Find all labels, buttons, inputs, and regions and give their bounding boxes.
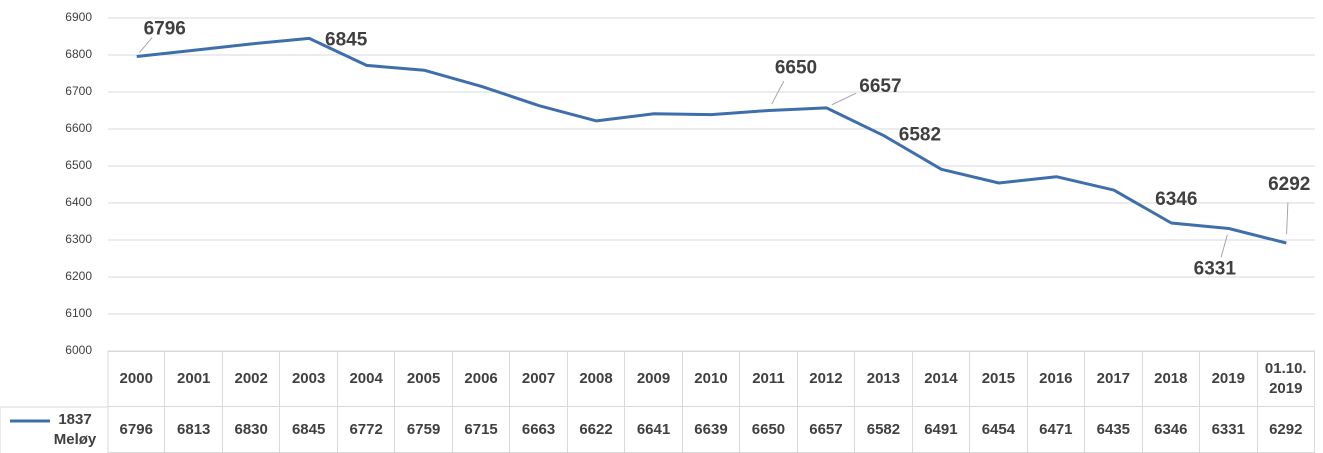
y-tick-label: 6400 xyxy=(65,195,92,209)
table-header: 2015 xyxy=(970,351,1028,407)
table-header: 2010 xyxy=(682,351,741,407)
table-value: 6663 xyxy=(510,407,568,453)
data-label: 6346 xyxy=(1155,189,1197,210)
table-value: 6471 xyxy=(1027,407,1086,453)
table-value: 6331 xyxy=(1200,407,1258,453)
table-value: 6650 xyxy=(740,407,798,453)
table-header: 2006 xyxy=(452,351,511,407)
data-label: 6796 xyxy=(144,18,186,39)
table-value: 6759 xyxy=(395,407,453,453)
table-header: 2011 xyxy=(740,351,798,407)
data-label: 6650 xyxy=(775,58,817,79)
table-header: 2003 xyxy=(280,351,338,407)
y-tick-label: 6500 xyxy=(65,158,92,172)
y-tick-label: 6300 xyxy=(65,232,92,246)
table-value: 6346 xyxy=(1142,407,1201,453)
table-value: 6715 xyxy=(452,407,511,453)
table-value: 6830 xyxy=(222,407,281,453)
leader-line xyxy=(771,80,785,105)
y-tick-label: 6000 xyxy=(65,343,92,357)
table-value: 6491 xyxy=(912,407,971,453)
leader-line xyxy=(139,37,153,53)
table-value: 6582 xyxy=(855,407,913,453)
table-header: 2009 xyxy=(625,351,683,407)
y-tick-label: 6100 xyxy=(65,306,92,320)
table-header: 2007 xyxy=(510,351,568,407)
table-value: 6622 xyxy=(567,407,626,453)
table-value: 6772 xyxy=(337,407,396,453)
table-header: 2019 xyxy=(1200,351,1258,407)
table-header: 2002 xyxy=(222,351,281,407)
table-header: 2013 xyxy=(855,351,913,407)
table-header: 2008 xyxy=(567,351,626,407)
table-value: 6435 xyxy=(1085,407,1143,453)
table-header: 2000 xyxy=(108,351,166,407)
table-value: 6813 xyxy=(165,407,223,453)
table-header: 2014 xyxy=(912,351,971,407)
leader-line xyxy=(1220,234,1228,258)
table-header: 2001 xyxy=(165,351,223,407)
table-header: 2005 xyxy=(395,351,453,407)
table-value: 6657 xyxy=(797,407,856,453)
data-label: 6845 xyxy=(325,29,368,50)
table-value: 6292 xyxy=(1257,407,1315,453)
y-tick-label: 6200 xyxy=(65,269,92,283)
table-value: 6454 xyxy=(970,407,1028,453)
table-header: 2016 xyxy=(1027,351,1086,407)
y-tick-label: 6800 xyxy=(65,47,92,61)
table-value: 6845 xyxy=(280,407,338,453)
table-value: 6796 xyxy=(108,407,166,453)
y-tick-label: 6600 xyxy=(65,121,92,135)
y-tick-label: 6900 xyxy=(65,10,92,24)
series-line xyxy=(136,36,1287,245)
data-label: 6331 xyxy=(1194,259,1237,280)
data-label: 6657 xyxy=(859,76,901,97)
table-header: 2004 xyxy=(337,351,396,407)
leader-line xyxy=(1286,202,1289,235)
table-header: 2018 xyxy=(1142,351,1201,407)
table-header: 2017 xyxy=(1085,351,1143,407)
data-label: 6292 xyxy=(1268,174,1310,195)
table-header: 2012 xyxy=(797,351,856,407)
table-value: 6641 xyxy=(625,407,683,453)
table-value: 6639 xyxy=(682,407,741,453)
y-tick-label: 6700 xyxy=(65,84,92,98)
data-label: 6582 xyxy=(899,125,941,146)
table-header: 01.10. 2019 xyxy=(1257,351,1315,407)
leader-line xyxy=(831,92,857,106)
legend-label: 1837 Meløy xyxy=(53,411,97,448)
